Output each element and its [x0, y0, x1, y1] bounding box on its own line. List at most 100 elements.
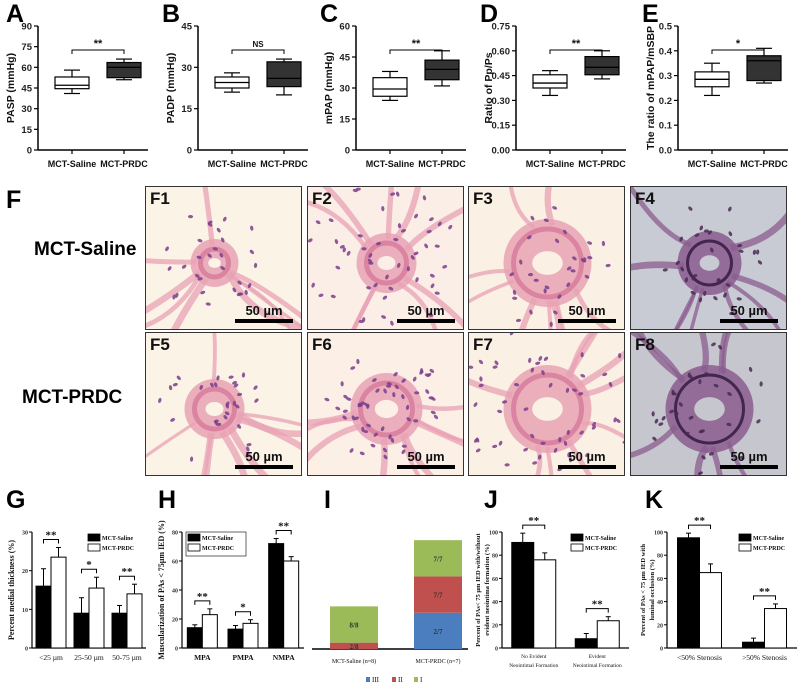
- chart-c-mpap-boxplot: 0 15 30 45 60 mPAP (mmHg) MCT-Saline MCT-PRDC **: [323, 22, 466, 170]
- svg-text:MCT-PRDC: MCT-PRDC: [753, 546, 785, 552]
- svg-text:luminal occlusion (%): luminal occlusion (%): [649, 559, 656, 620]
- micrograph-label: F5: [150, 335, 170, 354]
- panel-c: C 0 15 30 45 60 mPAP (mmHg) MCT-Saline MCT-PRDC…: [318, 0, 483, 180]
- panel-letter-a: A: [6, 0, 25, 28]
- panel-g: G 0 10 20 30 Percent medial thickness (%) ** <…: [0, 484, 152, 684]
- micrograph-f4: F4 50 µm: [630, 186, 787, 330]
- svg-text:0.5: 0.5: [659, 22, 673, 33]
- micrograph-label: F4: [635, 189, 655, 208]
- svg-text:The ratio of mPAP/mSBP: The ratio of mPAP/mSBP: [645, 26, 657, 150]
- svg-text:PMPA: PMPA: [232, 653, 254, 662]
- svg-text:30: 30: [339, 84, 350, 95]
- svg-text:evident neointima formation (%: evident neointima formation (%): [484, 544, 491, 636]
- svg-text:30: 30: [181, 63, 192, 74]
- panel-letter-b: B: [162, 0, 181, 28]
- svg-text:MCT-Saline: MCT-Saline: [753, 536, 784, 542]
- svg-text:Percent medial thickness (%): Percent medial thickness (%): [7, 540, 16, 640]
- svg-text:**: **: [278, 521, 290, 533]
- scale-bar-label: 50 µm: [407, 303, 445, 318]
- svg-text:MCT-PRDC (n=7): MCT-PRDC (n=7): [415, 658, 460, 665]
- svg-text:0: 0: [25, 647, 28, 653]
- chart-b-padp-boxplot: 0 15 30 45 PADP (mmHg) MCT-Saline MCT-PRDC NS: [165, 22, 308, 170]
- svg-text:MCT-Saline: MCT-Saline: [208, 159, 257, 169]
- svg-text:0.2: 0.2: [659, 96, 672, 107]
- panel-d: D 0.00 0.15 0.30 0.45 0.60 0.75 Ratio of Pp/Ps…: [478, 0, 643, 180]
- svg-text:MCT-Saline: MCT-Saline: [688, 159, 737, 169]
- tissue-image: [308, 358, 463, 475]
- svg-text:MCT-Saline: MCT-Saline: [202, 536, 233, 542]
- svg-text:0: 0: [345, 146, 350, 157]
- scale-bar-line: [558, 465, 616, 469]
- svg-text:*: *: [86, 559, 92, 571]
- svg-text:>50% Stenosis: >50% Stenosis: [742, 653, 787, 662]
- svg-text:7/7: 7/7: [434, 592, 443, 600]
- svg-text:50-75 µm: 50-75 µm: [112, 653, 142, 662]
- svg-text:Neointimal Formation: Neointimal Formation: [573, 663, 622, 669]
- svg-text:MCT-PRDC: MCT-PRDC: [578, 159, 626, 169]
- svg-text:2/8: 2/8: [350, 643, 359, 651]
- micrograph-label: F1: [150, 189, 170, 208]
- svg-text:45: 45: [21, 84, 32, 95]
- svg-text:80: 80: [172, 531, 178, 537]
- svg-text:NMPA: NMPA: [273, 653, 296, 662]
- scale-bar-label: 50 µm: [407, 449, 445, 464]
- micrograph-label: F8: [635, 335, 655, 354]
- svg-text:100: 100: [489, 531, 498, 537]
- svg-text:MCT-PRDC: MCT-PRDC: [418, 159, 466, 169]
- scale-bar-label: 50 µm: [245, 449, 283, 464]
- svg-text:0: 0: [660, 647, 663, 653]
- svg-text:mPAP (mmHg): mPAP (mmHg): [323, 52, 335, 125]
- svg-text:0.00: 0.00: [492, 146, 511, 157]
- svg-text:PADP (mmHg): PADP (mmHg): [165, 53, 177, 124]
- micrograph-label: F3: [473, 189, 493, 208]
- svg-text:45: 45: [181, 22, 192, 33]
- svg-text:<25 µm: <25 µm: [39, 653, 63, 662]
- svg-text:40: 40: [657, 600, 663, 606]
- scale-bar: 50 µm: [235, 450, 293, 469]
- scale-bar: 50 µm: [397, 450, 455, 469]
- panel-k: K 0 20 40 60 80 100 Percent of PAs < 75 µm IED…: [635, 484, 803, 684]
- scale-bar-label: 50 µm: [568, 303, 606, 318]
- svg-text:Muscularization of PAs < 75µm: Muscularization of PAs < 75µm IED (%): [157, 520, 166, 660]
- panel-b: B 0 15 30 45 PADP (mmHg) MCT-Saline MCT-PRDC NS: [160, 0, 325, 180]
- svg-text:0.15: 0.15: [492, 121, 511, 132]
- scale-bar: 50 µm: [235, 304, 293, 323]
- row-label-mct-saline: MCT-Saline: [34, 239, 137, 260]
- svg-text:**: **: [412, 38, 421, 50]
- scale-bar-label: 50 µm: [730, 303, 768, 318]
- svg-text:**: **: [197, 591, 209, 603]
- svg-text:0: 0: [175, 647, 178, 653]
- svg-text:*: *: [736, 38, 741, 50]
- scale-bar-line: [235, 465, 293, 469]
- svg-text:III: III: [372, 676, 380, 684]
- svg-text:MCT-Saline: MCT-Saline: [102, 536, 133, 542]
- micrograph-f6: F6 50 µm: [307, 332, 464, 476]
- scale-bar: 50 µm: [720, 304, 778, 323]
- scale-bar-line: [397, 465, 455, 469]
- svg-text:15: 15: [21, 125, 32, 136]
- svg-text:Percent of PAs< 75 µm IED with: Percent of PAs< 75 µm IED with/without: [475, 532, 482, 646]
- scale-bar: 50 µm: [720, 450, 778, 469]
- svg-text:80: 80: [657, 554, 663, 560]
- svg-text:30: 30: [21, 104, 32, 115]
- panel-letter-c: C: [320, 0, 339, 28]
- svg-text:**: **: [94, 38, 103, 50]
- svg-text:60: 60: [492, 577, 498, 583]
- tissue-image: [308, 187, 463, 329]
- scale-bar-label: 50 µm: [568, 449, 606, 464]
- panel-e: E 0.0 0.1 0.2 0.3 0.4 0.5 The ratio of mPAP/mS…: [640, 0, 803, 180]
- panel-h: H 0 20 40 60 80 Muscularization of PAs < 75µm…: [150, 484, 310, 684]
- svg-text:<50% Stenosis: <50% Stenosis: [677, 653, 722, 662]
- micrograph-f2: F2 50 µm: [307, 186, 464, 330]
- svg-text:15: 15: [339, 115, 350, 126]
- svg-text:MCT-Saline: MCT-Saline: [526, 159, 575, 169]
- svg-text:60: 60: [657, 577, 663, 583]
- scale-bar-line: [397, 319, 455, 323]
- svg-text:90: 90: [21, 22, 32, 33]
- scale-bar: 50 µm: [558, 304, 616, 323]
- panel-letter-i: I: [324, 486, 331, 514]
- svg-text:75: 75: [21, 42, 32, 53]
- svg-text:No Evident: No Evident: [521, 654, 547, 660]
- svg-text:0.3: 0.3: [659, 71, 672, 82]
